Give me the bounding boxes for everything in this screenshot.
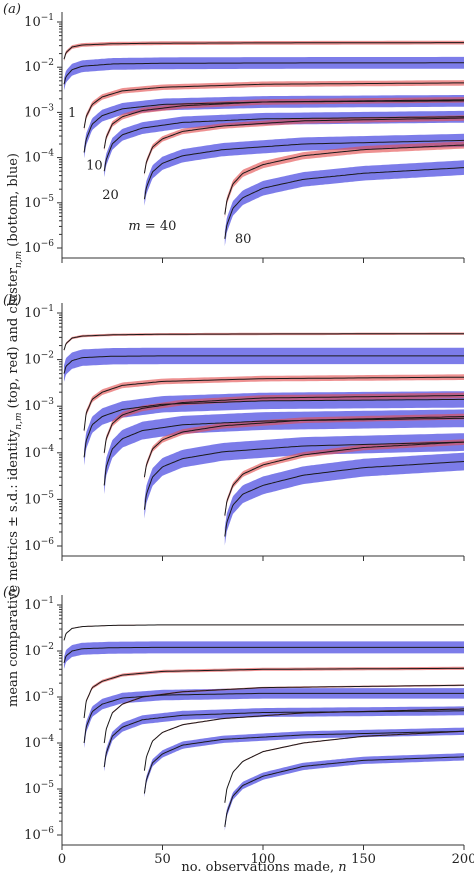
y-tick-label: 10−1 — [24, 304, 54, 321]
blue-mean-line-m10 — [83, 398, 464, 458]
red-mean-line-m20 — [103, 99, 465, 149]
red-band-m10 — [84, 80, 464, 131]
red-mean-line-m1 — [63, 624, 464, 641]
y-axis-label: mean comparative metrics ± s.d.: identit… — [6, 153, 24, 707]
red-band-m1 — [64, 332, 464, 352]
y-tick-label: 10−3 — [24, 688, 54, 705]
blue-band-m1 — [64, 641, 464, 669]
blue-band-m1 — [64, 56, 464, 91]
red-mean-line-m1 — [63, 333, 464, 351]
blue-mean-line-m80 — [224, 461, 465, 537]
x-tick-label: 200 — [452, 852, 474, 867]
curve-label-m1: 1 — [68, 106, 76, 121]
y-tick-label: 10−2 — [24, 58, 54, 75]
y-tick-label: 10−6 — [24, 537, 54, 554]
curve-label-m40: m = 40 — [128, 219, 176, 234]
red-mean-line-m20 — [103, 395, 464, 453]
red-mean-line-m10 — [83, 82, 464, 129]
red-mean-line-m40 — [143, 117, 465, 174]
blue-mean-line-m40 — [143, 441, 465, 510]
y-tick-label: 10−3 — [24, 397, 54, 414]
y-tick-label: 10−4 — [24, 149, 54, 166]
red-band-m80 — [224, 730, 464, 804]
y-tick-label: 10−5 — [24, 194, 54, 211]
y-tick-label: 10−3 — [24, 103, 54, 120]
y-tick-label: 10−5 — [24, 490, 54, 507]
blue-mean-line-m1 — [63, 62, 464, 85]
blue-band-m40 — [144, 133, 464, 206]
blue-mean-line-m20 — [103, 116, 464, 172]
blue-mean-line-m20 — [103, 417, 465, 486]
y-tick-label: 10−4 — [24, 734, 54, 751]
x-tick-label: 50 — [154, 852, 171, 867]
blue-band-m40 — [144, 433, 464, 519]
panel-label: (b) — [3, 293, 21, 308]
blue-band-m10 — [84, 688, 464, 749]
red-mean-line-m10 — [83, 376, 464, 431]
blue-band-m80 — [224, 753, 464, 831]
curve-label-m20: 20 — [102, 188, 119, 203]
red-band-m10 — [84, 374, 464, 434]
y-tick-label: 10−5 — [24, 780, 54, 797]
blue-mean-line-m80 — [224, 167, 465, 239]
y-tick-label: 10−1 — [24, 13, 54, 30]
red-mean-line-m40 — [143, 416, 465, 478]
blue-band-m10 — [84, 391, 464, 466]
red-band-m80 — [224, 439, 464, 519]
panel-c: 10−1 10−2 10−3 10−4 10−5 10−6 0 50 100 150 200 (c) — [3, 585, 474, 867]
curve-label-m80: 80 — [235, 232, 252, 247]
y-tick-label: 10−4 — [24, 444, 54, 461]
blue-band-m20 — [104, 706, 464, 772]
x-axis-label: no. observations made, n — [181, 860, 346, 875]
red-mean-line-m80 — [224, 730, 465, 803]
x-tick-label: 100 — [251, 852, 276, 867]
red-band-m80 — [224, 141, 464, 219]
x-tick-label: 150 — [351, 852, 376, 867]
curve-label-m10: 10 — [86, 158, 103, 173]
blue-mean-line-m40 — [143, 139, 465, 200]
panel-a: 10−1 10−2 10−3 10−4 10−5 10−6 (a) 1 10 20 m = 40 80 — [3, 2, 465, 263]
blue-mean-line-m1 — [63, 355, 464, 374]
y-tick-label: 10−6 — [24, 826, 54, 843]
y-tick-label: 10−2 — [24, 642, 54, 659]
red-mean-line-m80 — [224, 441, 465, 516]
red-mean-line-m20 — [103, 684, 464, 744]
panel-b: 10−1 10−2 10−3 10−4 10−5 10−6 (b) — [3, 293, 465, 561]
red-band-m1 — [64, 624, 464, 641]
red-band-m20 — [104, 97, 464, 152]
y-tick-label: 10−2 — [24, 351, 54, 368]
blue-mean-line-m1 — [63, 646, 464, 664]
red-mean-line-m40 — [143, 708, 465, 771]
y-tick-label: 10−6 — [24, 239, 54, 256]
red-mean-line-m10 — [83, 667, 465, 719]
red-mean-line-m1 — [63, 42, 464, 60]
blue-mean-line-m40 — [143, 730, 465, 794]
blue-mean-line-m80 — [224, 756, 465, 827]
red-mean-line-m80 — [224, 144, 465, 215]
blue-band-m80 — [224, 452, 464, 546]
y-tick-label: 10−1 — [24, 596, 54, 613]
x-tick-label: 0 — [58, 852, 66, 867]
panel-label: (a) — [3, 2, 21, 17]
panel-label: (c) — [3, 585, 20, 600]
blue-mean-line-m10 — [83, 692, 464, 744]
blue-band-m40 — [144, 727, 464, 798]
blue-band-m80 — [224, 160, 464, 247]
